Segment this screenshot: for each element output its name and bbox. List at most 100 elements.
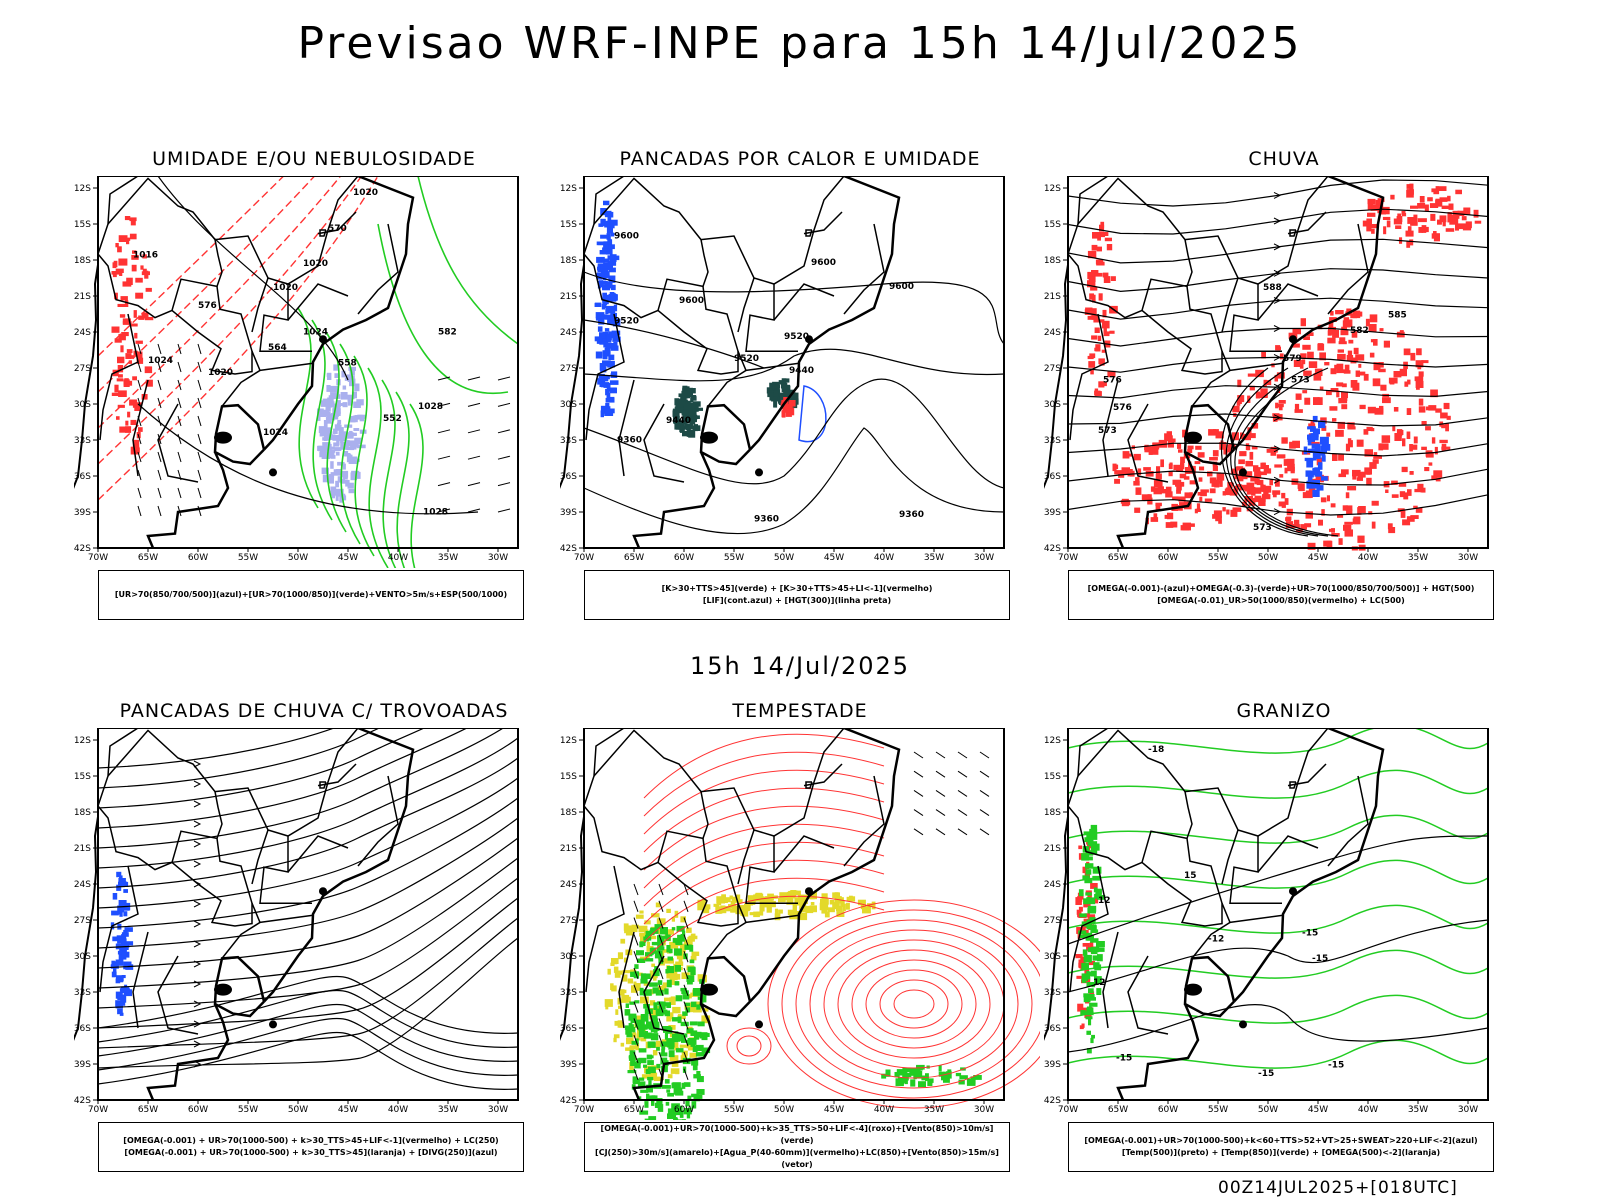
shade-cell — [660, 1057, 668, 1065]
shade-cell — [128, 360, 132, 364]
shade-cell — [646, 1084, 653, 1093]
shade-cell — [1307, 436, 1315, 442]
shade-cell — [697, 1021, 705, 1027]
shade-cell — [1096, 947, 1105, 952]
lat-tick-label: 36S — [560, 472, 577, 482]
lake-mark — [319, 335, 327, 344]
wind-arrow — [137, 379, 142, 391]
lif-blue-contours — [594, 200, 621, 418]
shade-cell — [649, 1055, 654, 1059]
lon-tick-label: 50W — [1258, 553, 1278, 563]
contour-label: 576 — [1113, 403, 1132, 413]
streamline-arrow — [193, 980, 202, 988]
shade-cell — [832, 902, 838, 910]
lat-tick-label: 27S — [560, 364, 577, 374]
contour-label: 576 — [198, 301, 217, 311]
wind-arrow — [137, 487, 142, 499]
shade-cell — [1336, 382, 1344, 387]
shade-cell — [1314, 471, 1323, 477]
lon-tick-label: 30W — [974, 553, 994, 563]
shade-cell — [769, 382, 774, 388]
shade-cell — [1266, 448, 1271, 453]
shade-cell — [674, 1031, 679, 1039]
lon-tick-label: 35W — [924, 1105, 944, 1115]
shade-cell — [597, 266, 604, 271]
lat-tick-label: 18S — [560, 808, 577, 818]
shade-cell — [659, 946, 665, 951]
shade-cell — [1341, 469, 1349, 475]
shade-cell — [675, 995, 683, 1002]
shade-cell — [1416, 348, 1422, 356]
shade-cell — [1232, 405, 1240, 413]
shade-cell — [663, 982, 668, 987]
shade-cell — [1455, 224, 1459, 231]
shade-cell — [131, 264, 137, 272]
shade-cell — [653, 976, 657, 981]
shade-cell — [1144, 446, 1153, 451]
shade-cell — [672, 410, 680, 417]
wind-arrow — [658, 900, 664, 912]
shade-cell — [607, 239, 613, 245]
lon-tick-label: 45W — [824, 1105, 844, 1115]
legend-line: [OMEGA(-0.001)+UR>70(1000-500)+k<60+TTS>… — [1084, 1136, 1478, 1145]
map-borders — [1044, 728, 1385, 1101]
shade-cell — [626, 1033, 633, 1038]
shade-cell — [790, 890, 796, 897]
lon-tick-label: 60W — [188, 553, 208, 563]
panel-umidade: UMIDADE E/OU NEBULOSIDADE 1020 1016 1020 10… — [74, 148, 554, 620]
contour-label: 12 — [1098, 896, 1111, 906]
streamline-arrow — [193, 760, 202, 768]
shade-cell — [1212, 514, 1219, 519]
shade-cell — [1156, 466, 1161, 474]
wind-arrow — [157, 433, 162, 445]
umidade-contour-labels: 1020101610201020102410241020102410281028… — [133, 188, 457, 517]
shade-cell — [1090, 946, 1098, 955]
shade-cell — [774, 908, 778, 915]
wind-arrow — [467, 455, 481, 460]
shade-cell — [111, 392, 120, 396]
shade-cell — [628, 1055, 636, 1061]
shade-cell — [671, 1082, 679, 1089]
shade-cell — [1369, 462, 1377, 469]
shade-cell — [1114, 470, 1123, 475]
shade-cell — [662, 1026, 671, 1031]
shade-cell — [674, 981, 680, 986]
shade-cell — [1086, 924, 1093, 930]
contour-label: 9440 — [789, 366, 814, 376]
state-border — [737, 829, 755, 885]
shade-cell — [1274, 464, 1282, 468]
shade-cell — [1078, 930, 1087, 935]
shade-cell — [1077, 1003, 1084, 1012]
shade-cell — [136, 357, 144, 364]
shade-cell — [122, 321, 132, 325]
lat-tick-label: 42S — [560, 1096, 577, 1106]
shade-cell — [1160, 489, 1167, 494]
shade-cell — [318, 448, 325, 452]
lake-mark — [805, 335, 813, 344]
state-border — [1067, 176, 1109, 255]
shade-cell — [1341, 326, 1347, 335]
shade-cell — [1303, 370, 1312, 376]
shade-cell — [134, 332, 138, 339]
shade-cell — [358, 414, 363, 419]
streamline-arrow — [1273, 243, 1282, 251]
shade-cell — [118, 900, 125, 907]
streamline-arrow — [1273, 269, 1282, 277]
shade-cell — [1172, 496, 1179, 500]
shade-cell — [1341, 396, 1348, 402]
wind-arrow — [683, 984, 689, 996]
shade-cell — [654, 924, 663, 929]
shade-cell — [133, 441, 139, 445]
shade-cell — [1367, 198, 1376, 205]
hgt-contour — [583, 319, 765, 369]
shade-cell — [1370, 339, 1375, 343]
shade-cell — [119, 1003, 123, 1007]
shade-cell — [327, 435, 335, 440]
shade-cell — [696, 1004, 701, 1010]
shade-cell — [666, 973, 671, 979]
shade-cell — [686, 975, 695, 982]
brazil-coastline — [263, 728, 415, 1003]
shade-cell — [1223, 449, 1228, 455]
shade-cell — [680, 1021, 689, 1027]
shade-cell — [121, 932, 129, 937]
